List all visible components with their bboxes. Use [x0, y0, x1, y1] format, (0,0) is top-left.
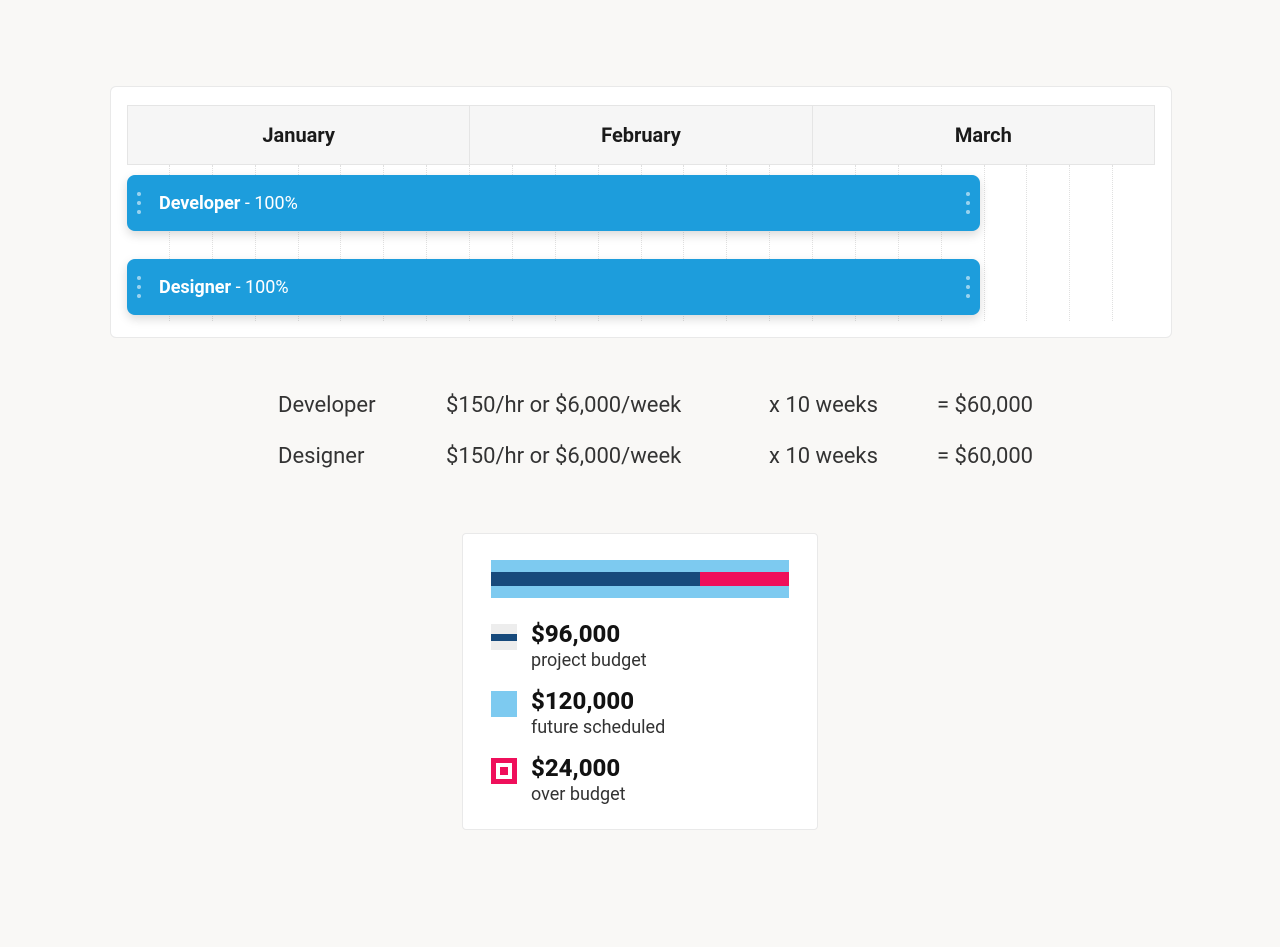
month-cell-feb: February	[470, 106, 812, 164]
legend-item-future-scheduled: $120,000 future scheduled	[491, 687, 789, 738]
legend-amount: $24,000	[531, 754, 626, 782]
cost-table: Developer $150/hr or $6,000/week x 10 we…	[278, 392, 1057, 493]
drag-handle-icon[interactable]	[966, 276, 970, 298]
task-bar-designer[interactable]: Designer - 100%	[127, 259, 980, 315]
cost-role: Designer	[278, 443, 398, 472]
cost-rate: $150/hr or $6,000/week	[446, 392, 721, 421]
timeline-grid: Developer - 100% Designer - 100%	[127, 165, 1155, 321]
timeline-card: January February March Developer - 100% …	[110, 86, 1172, 338]
legend-label: future scheduled	[531, 717, 665, 738]
task-allocation-label: - 100%	[236, 277, 289, 298]
legend-label: over budget	[531, 784, 626, 805]
task-role-label: Designer	[159, 277, 231, 298]
swatch-icon	[491, 758, 517, 784]
legend-amount: $120,000	[531, 687, 665, 715]
month-cell-jan: January	[128, 106, 470, 164]
month-cell-mar: March	[813, 106, 1154, 164]
task-bar-developer[interactable]: Developer - 100%	[127, 175, 980, 231]
month-header: January February March	[127, 105, 1155, 165]
swatch-icon	[491, 691, 517, 717]
cost-weeks: x 10 weeks	[769, 392, 889, 421]
drag-handle-icon[interactable]	[137, 192, 141, 214]
task-role-label: Developer	[159, 193, 240, 214]
swatch-icon	[491, 624, 517, 650]
cost-total: = $60,000	[937, 392, 1057, 421]
legend-amount: $96,000	[531, 620, 647, 648]
budget-card: $96,000 project budget $120,000 future s…	[462, 533, 818, 830]
cost-weeks: x 10 weeks	[769, 443, 889, 472]
cost-role: Developer	[278, 392, 398, 421]
cost-row-developer: Developer $150/hr or $6,000/week x 10 we…	[278, 392, 1057, 421]
task-allocation-label: - 100%	[245, 193, 298, 214]
cost-rate: $150/hr or $6,000/week	[446, 443, 721, 472]
cost-total: = $60,000	[937, 443, 1057, 472]
budget-bar	[491, 560, 789, 598]
legend-item-over-budget: $24,000 over budget	[491, 754, 789, 805]
legend-item-project-budget: $96,000 project budget	[491, 620, 789, 671]
drag-handle-icon[interactable]	[137, 276, 141, 298]
cost-row-designer: Designer $150/hr or $6,000/week x 10 wee…	[278, 443, 1057, 472]
drag-handle-icon[interactable]	[966, 192, 970, 214]
legend-label: project budget	[531, 650, 647, 671]
